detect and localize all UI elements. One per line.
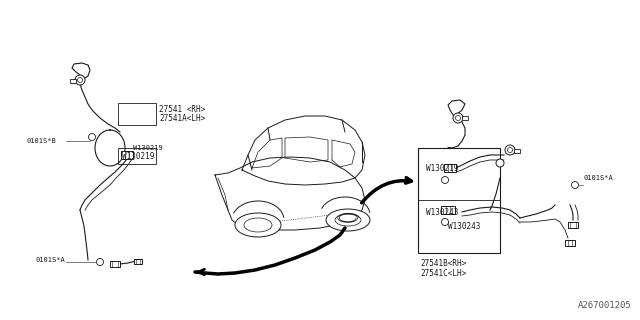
- Bar: [462, 116, 468, 120]
- Circle shape: [97, 259, 104, 266]
- Bar: [70, 79, 76, 83]
- Circle shape: [456, 116, 461, 121]
- Circle shape: [496, 159, 504, 167]
- Text: 0101S*A: 0101S*A: [35, 257, 65, 263]
- Circle shape: [442, 177, 449, 183]
- Bar: [514, 149, 520, 153]
- Bar: [568, 222, 578, 228]
- Circle shape: [442, 219, 449, 226]
- Bar: [441, 206, 455, 214]
- Circle shape: [453, 113, 463, 123]
- Circle shape: [88, 133, 95, 140]
- Text: W130219: W130219: [133, 145, 163, 151]
- Bar: [134, 259, 142, 263]
- Text: 27541B<RH>: 27541B<RH>: [420, 259, 467, 268]
- Ellipse shape: [335, 214, 361, 226]
- Circle shape: [572, 181, 579, 188]
- Ellipse shape: [326, 209, 370, 231]
- Ellipse shape: [244, 218, 272, 232]
- Text: W130243: W130243: [448, 221, 481, 230]
- Bar: [118, 148, 156, 164]
- Text: 27541 <RH>: 27541 <RH>: [159, 105, 205, 114]
- Text: W130219: W130219: [122, 151, 154, 161]
- Bar: [110, 261, 120, 267]
- Bar: [418, 148, 500, 253]
- Bar: [121, 151, 133, 159]
- Text: 0101S*A: 0101S*A: [583, 175, 612, 181]
- Circle shape: [505, 145, 515, 155]
- Circle shape: [75, 75, 85, 85]
- Bar: [565, 240, 575, 246]
- Text: W130219: W130219: [426, 164, 458, 172]
- Bar: [118, 103, 156, 125]
- Text: 27541C<LH>: 27541C<LH>: [420, 268, 467, 277]
- Circle shape: [77, 77, 83, 83]
- Text: A267001205: A267001205: [579, 301, 632, 310]
- Circle shape: [508, 148, 513, 153]
- Ellipse shape: [235, 213, 281, 237]
- Text: W130243: W130243: [426, 207, 458, 217]
- Text: 27541A<LH>: 27541A<LH>: [159, 114, 205, 123]
- Text: 0101S*B: 0101S*B: [26, 138, 56, 144]
- Bar: [444, 164, 456, 172]
